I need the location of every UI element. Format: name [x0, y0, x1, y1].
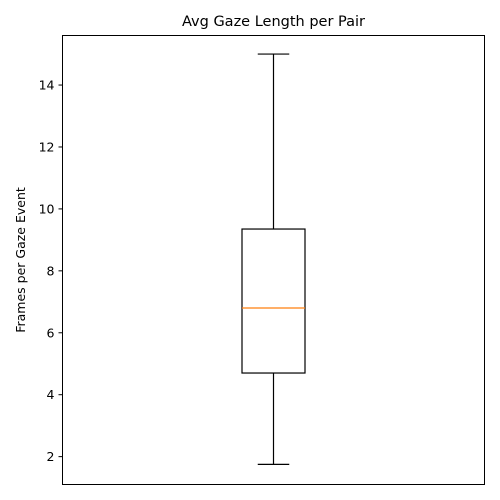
- box-group: [241, 53, 306, 465]
- y-tick-label: 8: [47, 263, 55, 278]
- y-tick-label: 10: [39, 201, 55, 216]
- y-tick-label: 4: [47, 387, 55, 402]
- plot-frame: [62, 35, 485, 485]
- y-tick-label: 14: [39, 78, 55, 93]
- iqr-box: [241, 228, 306, 374]
- y-axis-ticks: 2 4 6 8 10 12 14: [39, 78, 63, 464]
- y-axis-label: Frames per Gaze Event: [13, 187, 28, 333]
- chart-title: Avg Gaze Length per Pair: [182, 14, 365, 30]
- y-tick-label: 12: [39, 139, 55, 154]
- y-tick-label: 2: [47, 449, 55, 464]
- y-tick-label: 6: [47, 325, 55, 340]
